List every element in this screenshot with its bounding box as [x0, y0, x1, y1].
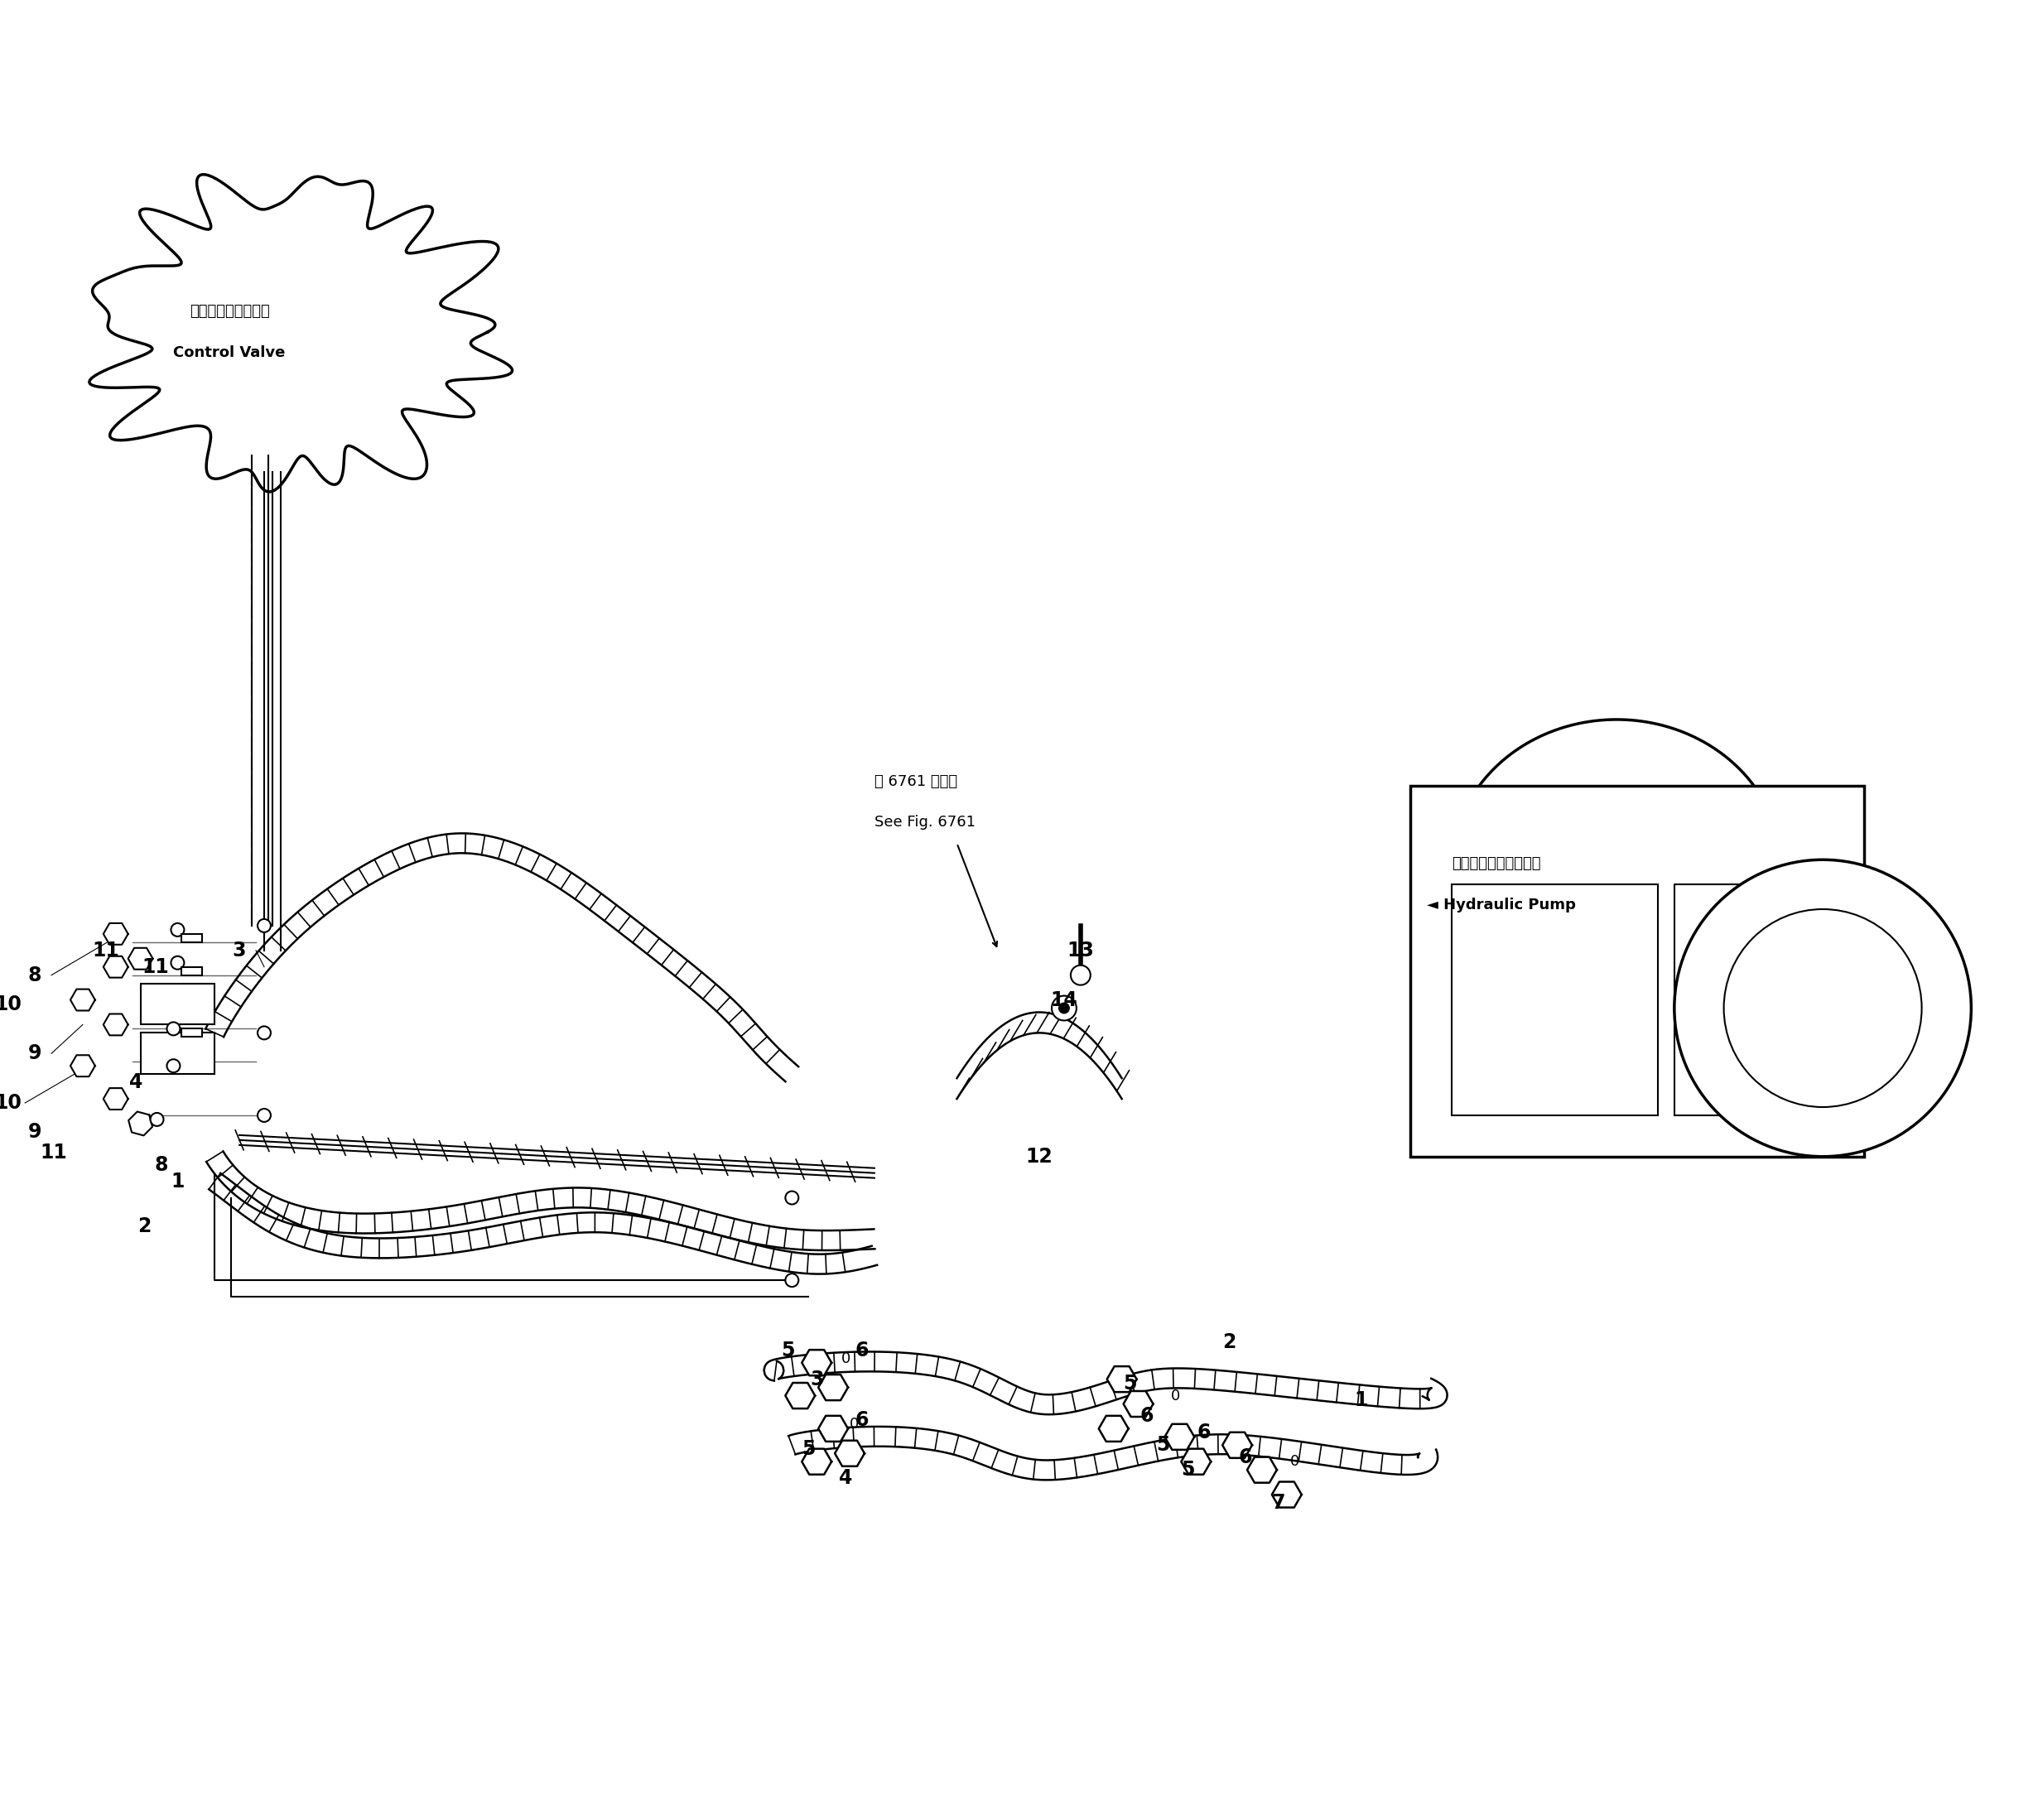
Text: 5: 5 — [1156, 1436, 1170, 1454]
Polygon shape — [128, 948, 153, 970]
FancyBboxPatch shape — [141, 1034, 214, 1074]
Text: 6: 6 — [1198, 1423, 1211, 1443]
Text: See Fig. 6761: See Fig. 6761 — [874, 815, 976, 830]
Polygon shape — [1098, 1416, 1129, 1441]
Polygon shape — [819, 1374, 848, 1400]
Polygon shape — [819, 1416, 848, 1441]
FancyBboxPatch shape — [1675, 885, 1822, 1116]
Circle shape — [151, 1112, 163, 1127]
Text: 10: 10 — [0, 1094, 22, 1112]
Circle shape — [257, 1026, 271, 1039]
FancyBboxPatch shape — [1410, 786, 1865, 1156]
Polygon shape — [1107, 1367, 1137, 1392]
Text: 0: 0 — [1290, 1454, 1300, 1469]
Bar — [181, 1028, 202, 1037]
Text: 12: 12 — [1025, 1147, 1054, 1167]
Polygon shape — [104, 923, 128, 945]
Polygon shape — [104, 1088, 128, 1110]
Bar — [181, 934, 202, 943]
Circle shape — [171, 956, 183, 970]
Text: 3: 3 — [809, 1369, 823, 1389]
Text: 2: 2 — [139, 1218, 151, 1236]
Circle shape — [167, 1023, 179, 1036]
Text: 6: 6 — [1139, 1407, 1154, 1427]
Text: 5: 5 — [781, 1340, 795, 1360]
Circle shape — [1070, 965, 1090, 985]
Circle shape — [1052, 996, 1076, 1021]
Text: 9: 9 — [29, 1043, 41, 1063]
Text: 6: 6 — [856, 1340, 868, 1360]
Polygon shape — [1182, 1449, 1211, 1474]
Polygon shape — [1247, 1458, 1278, 1483]
Text: 11: 11 — [41, 1143, 67, 1163]
Polygon shape — [71, 1056, 96, 1077]
Text: 0: 0 — [842, 1350, 850, 1367]
Circle shape — [785, 1190, 799, 1205]
Polygon shape — [128, 1112, 153, 1136]
Text: 0: 0 — [1170, 1389, 1180, 1403]
Text: コントロールバルブ: コントロールバルブ — [190, 304, 271, 318]
FancyBboxPatch shape — [1451, 885, 1657, 1116]
Circle shape — [257, 1108, 271, 1121]
Text: 8: 8 — [29, 965, 41, 985]
Circle shape — [1724, 910, 1922, 1107]
Text: 4: 4 — [130, 1072, 143, 1092]
Polygon shape — [801, 1350, 832, 1376]
Circle shape — [171, 923, 183, 935]
FancyBboxPatch shape — [141, 983, 214, 1025]
Text: 2: 2 — [1223, 1332, 1235, 1352]
Text: 1: 1 — [171, 1172, 183, 1192]
Text: 8: 8 — [155, 1156, 167, 1174]
Text: 9: 9 — [29, 1121, 41, 1141]
Polygon shape — [1223, 1432, 1251, 1458]
Text: ◄ Hydraulic Pump: ◄ Hydraulic Pump — [1427, 897, 1575, 912]
Text: 11: 11 — [143, 957, 169, 977]
Text: 5: 5 — [801, 1440, 815, 1460]
Circle shape — [1675, 859, 1971, 1156]
Polygon shape — [836, 1441, 864, 1467]
Polygon shape — [104, 1014, 128, 1036]
Polygon shape — [1272, 1481, 1302, 1507]
Text: 3: 3 — [232, 941, 247, 961]
Polygon shape — [71, 988, 96, 1010]
Polygon shape — [801, 1449, 832, 1474]
Circle shape — [257, 919, 271, 932]
Text: 13: 13 — [1068, 941, 1094, 961]
Text: 0: 0 — [850, 1418, 858, 1432]
Text: 第 6761 図参照: 第 6761 図参照 — [874, 774, 958, 788]
Bar — [181, 966, 202, 976]
Text: 14: 14 — [1050, 990, 1078, 1010]
Text: 5: 5 — [1180, 1460, 1194, 1480]
Text: ハイドロリックポンプ: ハイドロリックポンプ — [1451, 857, 1541, 872]
Circle shape — [167, 1059, 179, 1072]
Text: 10: 10 — [0, 994, 22, 1014]
Text: 1: 1 — [1353, 1390, 1367, 1410]
Text: 5: 5 — [1123, 1374, 1137, 1394]
Text: 6: 6 — [856, 1410, 868, 1431]
Text: 6: 6 — [1239, 1447, 1251, 1467]
Circle shape — [785, 1274, 799, 1287]
Circle shape — [1058, 1003, 1070, 1014]
Text: Control Valve: Control Valve — [173, 346, 285, 360]
Polygon shape — [785, 1383, 815, 1409]
Polygon shape — [1164, 1423, 1194, 1451]
Text: 7: 7 — [1272, 1492, 1286, 1512]
Text: 4: 4 — [840, 1469, 852, 1489]
Polygon shape — [1123, 1390, 1154, 1416]
Text: 11: 11 — [92, 941, 120, 961]
Polygon shape — [104, 956, 128, 977]
